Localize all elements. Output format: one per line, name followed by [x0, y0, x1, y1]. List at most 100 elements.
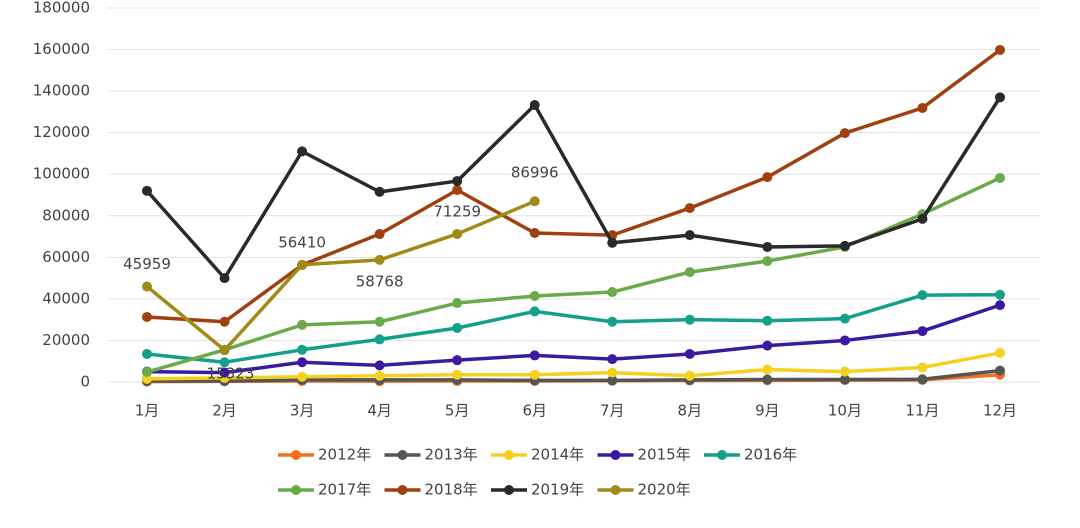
data-point [452, 228, 463, 239]
y-tick-label: 180000 [33, 0, 90, 17]
data-point [839, 240, 850, 251]
legend-label: 2019年 [531, 481, 584, 499]
x-tick-label: 7月 [600, 402, 625, 420]
data-point [219, 345, 230, 356]
data-point [684, 203, 695, 214]
x-tick-label: 12月 [983, 402, 1017, 420]
legend-dot [291, 485, 301, 495]
legend-label: 2014年 [531, 446, 584, 464]
y-tick-label: 40000 [42, 289, 90, 307]
data-point [452, 298, 463, 309]
series-line [146, 292, 1001, 365]
x-tick-label: 2月 [212, 402, 237, 420]
data-point [995, 289, 1005, 300]
data-point [839, 128, 850, 139]
data-point [917, 374, 928, 385]
data-point [684, 267, 695, 278]
data-point [142, 348, 152, 359]
series-line [146, 176, 1001, 374]
x-tick-label: 3月 [290, 402, 315, 420]
series-line [145, 96, 1002, 280]
series-line [147, 368, 1001, 383]
data-point [684, 314, 695, 325]
data-point [529, 369, 540, 380]
data-point [297, 259, 308, 270]
legend-dot [504, 485, 514, 495]
data-label: 71259 [433, 202, 481, 220]
legend-label: 2015年 [638, 446, 691, 464]
data-point [529, 290, 540, 301]
y-tick-label: 100000 [33, 165, 90, 183]
data-label: 86996 [511, 164, 559, 182]
data-label: 58768 [356, 272, 404, 290]
data-point [995, 365, 1005, 376]
data-point [762, 340, 773, 351]
data-point [374, 254, 385, 265]
legend-dot [504, 450, 514, 460]
data-point [297, 146, 308, 157]
data-point [142, 185, 152, 196]
y-tick-label: 140000 [33, 82, 90, 100]
data-point [452, 355, 463, 366]
data-point [529, 306, 540, 317]
data-point [607, 287, 618, 298]
data-point [684, 370, 695, 381]
legend-dot [397, 485, 408, 495]
data-point [297, 344, 308, 355]
x-tick-label: 1月 [135, 402, 160, 420]
data-point [219, 357, 230, 368]
data-point [374, 316, 385, 327]
x-tick-label: 5月 [445, 402, 470, 420]
data-point [374, 370, 385, 381]
data-point [762, 241, 773, 252]
data-point [142, 373, 152, 384]
data-point [607, 354, 618, 365]
legend-label: 2013年 [425, 446, 478, 464]
data-point [607, 367, 618, 378]
data-point [374, 229, 385, 240]
data-point [995, 172, 1005, 183]
data-point [142, 367, 152, 378]
data-point [917, 290, 928, 301]
data-point [374, 360, 385, 371]
data-point [917, 362, 928, 373]
data-label: 45959 [123, 255, 171, 273]
series-line [146, 351, 1001, 381]
data-point [839, 313, 850, 324]
data-point [297, 371, 308, 382]
data-point [297, 357, 308, 368]
series-line [146, 303, 1001, 375]
y-tick-label: 20000 [42, 331, 90, 349]
y-tick-label: 120000 [33, 123, 90, 141]
data-point [762, 374, 773, 385]
data-point [452, 176, 463, 187]
legend-label: 2018年 [425, 481, 478, 499]
data-point [219, 316, 230, 327]
legend-dot [291, 450, 301, 460]
data-point [452, 322, 463, 333]
legend-label: 2020年 [638, 481, 691, 499]
x-tick-label: 10月 [828, 402, 862, 420]
y-tick-label: 0 [80, 373, 90, 391]
data-point [297, 319, 308, 330]
data-point [374, 186, 385, 197]
data-point [684, 230, 695, 241]
y-tick-label: 80000 [42, 206, 90, 224]
data-point [452, 185, 463, 196]
data-point [607, 316, 618, 327]
data-point [995, 347, 1005, 358]
data-point [995, 44, 1005, 55]
data-point [917, 102, 928, 113]
data-point [995, 92, 1005, 103]
data-point [839, 366, 850, 377]
data-point [219, 367, 230, 378]
x-tick-label: 4月 [367, 402, 392, 420]
y-tick-label: 60000 [42, 248, 90, 266]
data-point [607, 237, 618, 248]
x-tick-label: 11月 [905, 402, 939, 420]
data-point [762, 172, 773, 183]
data-point [529, 228, 540, 239]
legend-label: 2012年 [318, 446, 371, 464]
x-tick-label: 8月 [678, 402, 703, 420]
